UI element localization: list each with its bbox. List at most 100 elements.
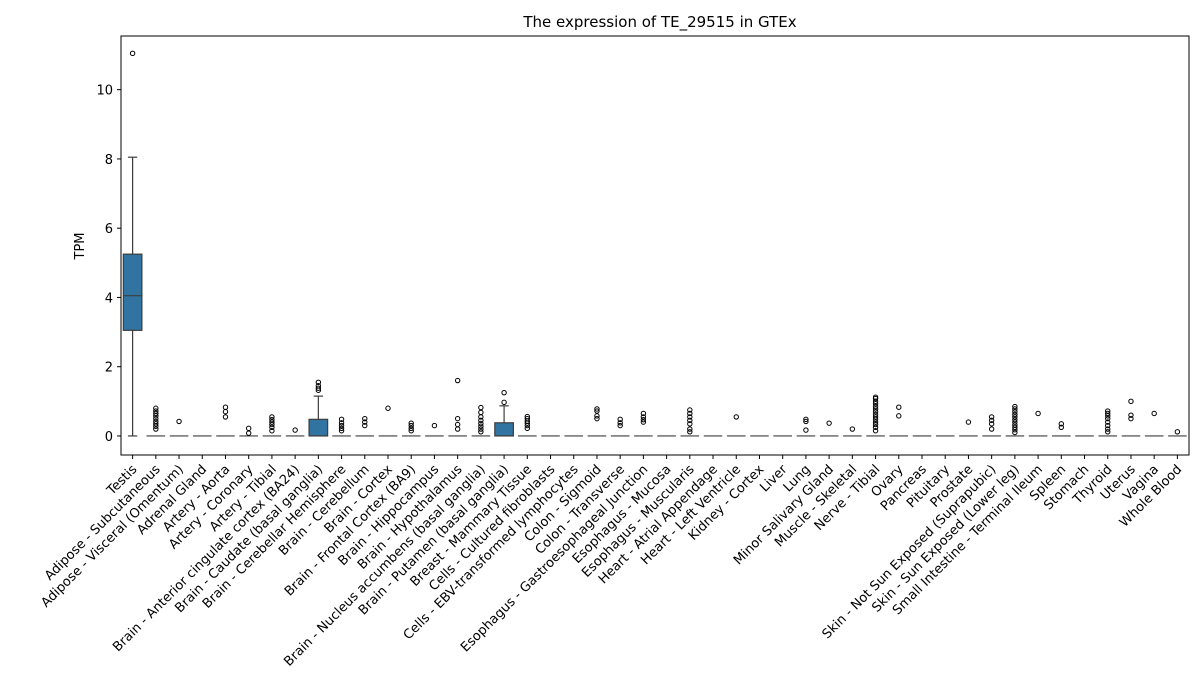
outlier-point: [594, 408, 600, 414]
box-group: [448, 377, 467, 437]
outlier-point: [1012, 406, 1018, 412]
outlier-point: [733, 414, 739, 420]
plot-area: [122, 50, 1187, 437]
outlier-point: [687, 421, 693, 427]
box-group: [726, 414, 746, 437]
outlier-point: [478, 420, 484, 427]
outlier-point: [872, 401, 879, 407]
box-group: [471, 404, 491, 437]
box-group: [378, 405, 398, 437]
outlier-point: [153, 405, 159, 411]
outlier-point: [315, 385, 322, 391]
outlier-point: [362, 415, 368, 422]
outlier-point: [687, 426, 693, 432]
plot-frame: [120, 35, 1190, 456]
outlier-point: [687, 410, 693, 417]
outlier-point: [803, 427, 809, 433]
outlier-point: [1012, 414, 1018, 420]
outlier-point: [338, 420, 345, 426]
outlier-point: [803, 416, 809, 423]
y-tick-label: 8: [105, 153, 113, 168]
outlier-point: [872, 394, 879, 400]
outlier-point: [640, 419, 647, 425]
outlier-point: [315, 383, 322, 389]
box-group: [169, 418, 189, 437]
box-group: [122, 50, 143, 437]
outlier-point: [153, 415, 159, 422]
outlier-point: [872, 406, 879, 412]
outlier-point: [1012, 409, 1018, 415]
outlier-point: [640, 414, 647, 420]
box-iqr: [308, 418, 329, 437]
outlier-point: [1012, 416, 1018, 423]
outlier-point: [687, 429, 693, 435]
outlier-point: [640, 410, 647, 417]
outlier-point: [1012, 422, 1018, 428]
outlier-point: [454, 421, 461, 428]
outlier-point: [1058, 424, 1065, 430]
box-group: [494, 389, 514, 437]
box-iqr: [494, 422, 514, 437]
outlier-point: [1058, 421, 1065, 427]
outlier-point: [1174, 429, 1181, 435]
outlier-point: [222, 404, 229, 410]
outlier-point: [1012, 403, 1018, 410]
outlier-point: [454, 415, 461, 422]
box-group: [285, 427, 305, 437]
outlier-point: [1012, 411, 1018, 418]
outlier-point: [872, 428, 879, 434]
outlier-point: [1012, 419, 1018, 425]
outlier-point: [454, 426, 461, 432]
outlier-point: [1128, 415, 1134, 422]
outlier-point: [640, 416, 647, 423]
outlier-point: [524, 413, 531, 420]
outlier-point: [362, 419, 368, 425]
y-tick-label: 0: [105, 430, 113, 445]
box-group: [982, 414, 1001, 437]
outlier-point: [1035, 410, 1041, 417]
outlier-point: [872, 403, 879, 410]
y-tick-label: 6: [105, 222, 113, 237]
outlier-point: [478, 429, 484, 435]
outlier-point: [965, 419, 972, 425]
outlier-point: [501, 399, 507, 406]
box-group: [843, 426, 862, 437]
box-group: [518, 413, 537, 437]
outlier-point: [988, 414, 995, 420]
box-group: [425, 422, 444, 437]
outlier-point: [617, 416, 623, 423]
box-group: [1028, 410, 1048, 437]
outlier-point: [292, 427, 298, 433]
outlier-point: [222, 414, 229, 420]
box-group: [610, 416, 630, 437]
box-group: [262, 414, 282, 437]
outlier-point: [872, 419, 879, 425]
outlier-point: [524, 425, 531, 432]
box-group: [796, 416, 816, 437]
box-group: [308, 379, 329, 437]
outlier-point: [896, 413, 902, 419]
box-group: [1052, 421, 1071, 437]
outlier-point: [478, 409, 484, 416]
outlier-point: [988, 421, 995, 427]
outlier-point: [872, 424, 879, 430]
outlier-point: [408, 420, 414, 426]
outlier-point: [1105, 408, 1111, 414]
outlier-point: [129, 50, 136, 57]
box-group: [1144, 410, 1164, 437]
outlier-point: [338, 422, 345, 429]
outlier-point: [338, 416, 345, 423]
box-group: [332, 416, 351, 437]
outlier-point: [1128, 398, 1134, 405]
box-group: [1098, 408, 1118, 437]
box-group: [239, 425, 258, 437]
outlier-point: [1105, 426, 1111, 432]
outlier-point: [478, 423, 484, 429]
outlier-point: [1012, 424, 1018, 430]
box-group: [401, 420, 421, 437]
outlier-point: [478, 417, 484, 424]
outlier-point: [362, 422, 368, 429]
outlier-point: [1128, 412, 1134, 418]
